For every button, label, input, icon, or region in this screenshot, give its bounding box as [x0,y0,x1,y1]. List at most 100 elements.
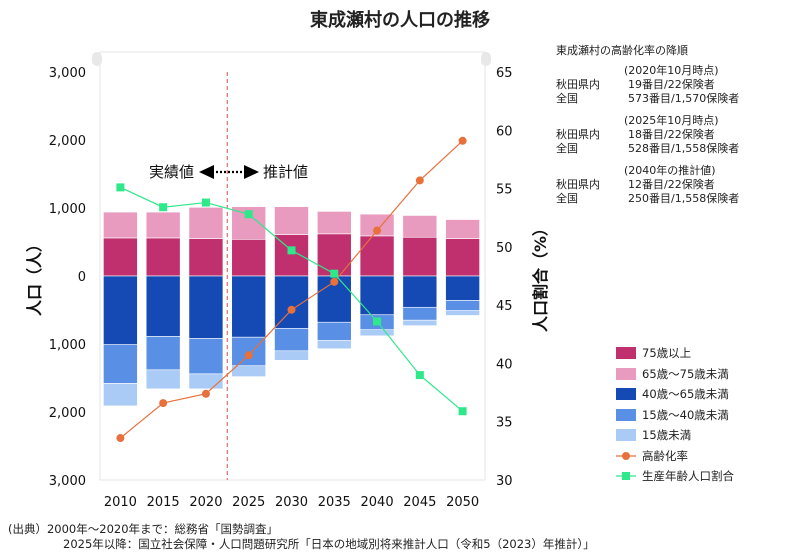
bar-age15to40-2030 [274,328,309,352]
point-aging_rate-2015 [159,399,168,408]
x-tick-label: 2015 [147,495,180,510]
point-working_age_rate-2045 [415,371,424,380]
y2-tick-label: 40 [496,357,513,372]
legend-swatch [616,367,636,380]
bar-age75plus-2045 [402,236,438,277]
source-line-1: (出典）2000年～2020年まで：総務省「国勢調査」 [8,522,279,536]
legend-swatch [616,408,636,421]
x-tick-label: 2045 [403,495,436,510]
bar-age15to40-2020 [188,338,224,375]
x-tick-label: 2050 [446,495,479,510]
x-tick-label: 2040 [361,495,394,510]
bar-age15to40-2010 [103,344,138,384]
y2-axis-label: 人口割合（%） [531,220,550,332]
ranking-period-label: (2020年10月時点) [624,64,719,77]
ranking-scope-label: 秋田県内 [556,128,600,141]
point-working_age_rate-2030 [287,246,296,255]
bar-age75plus-2020 [188,238,224,277]
bar-age65to75-2030 [274,206,309,235]
y-tick-label: 2,000 [49,406,86,421]
y-tick-label: 0 [78,270,86,285]
legend: 75歳以上 65歳～75歳未満 40歳～65歳未満 15歳～40歳未満 15歳未満高齢化… [616,343,734,487]
right-scroll-handle[interactable] [481,52,491,66]
bar-age40to65-2025 [231,275,267,338]
x-tick-label: 2020 [189,495,222,510]
bar-age65to75-2040 [359,213,395,237]
legend-item-age75plus[interactable]: 75歳以上 [616,343,734,364]
y-tick-label: 3,000 [49,474,86,489]
point-aging_rate-2045 [415,176,424,185]
legend-item-aging_rate[interactable]: 高齢化率 [616,446,734,467]
ranking-value: 19番目/22保険者 [628,78,715,91]
legend-item-age40to65[interactable]: 40歳～65歳未満 [616,384,734,405]
ranking-scope-label: 秋田県内 [556,78,600,91]
ranking-value: 18番目/22保険者 [628,128,715,141]
ranking-value: 12番目/22保険者 [628,178,715,191]
legend-item-age15to40[interactable]: 15歳～40歳未満 [616,405,734,426]
arrow-right-icon [244,165,259,179]
bar-age75plus-2040 [359,235,395,277]
y2-tick-label: 55 [496,183,513,198]
bar-age75plus-2015 [145,237,181,277]
ranking-value: 573番目/1,570保険者 [628,92,740,105]
point-aging_rate-2025 [244,351,253,360]
legend-label: 高齢化率 [642,448,688,463]
point-aging_rate-2010 [116,434,125,443]
y2-tick-label: 50 [496,241,513,256]
arrow-left-icon [199,165,214,179]
y-tick-label: 1,000 [49,338,86,353]
y2-tick-label: 35 [496,416,513,431]
legend-line-marker [616,451,636,460]
point-aging_rate-2030 [287,305,296,314]
legend-label: 15歳未満 [642,428,692,443]
bar-age0to15-2040 [359,329,395,337]
legend-label: 65歳～75歳未満 [642,366,729,381]
left-scroll-handle[interactable] [92,52,102,66]
ranking-scope-label: 全国 [556,192,578,205]
point-aging_rate-2040 [373,226,382,235]
legend-swatch [616,347,636,360]
point-aging_rate-2050 [458,136,467,145]
ranking-scope-label: 全国 [556,142,578,155]
bar-age40to65-2050 [445,275,480,301]
source-line-2: 2025年以降：国立社会保障・人口問題研究所「日本の地域別将来推計人口（令和5（… [63,537,595,551]
chart-title: 東成瀬村の人口の推移 [310,10,490,31]
point-working_age_rate-2035 [330,269,339,278]
point-working_age_rate-2040 [373,317,382,326]
bar-age65to75-2020 [188,207,224,239]
legend-item-age65to75[interactable]: 65歳～75歳未満 [616,364,734,385]
x-tick-label: 2030 [275,495,308,510]
bar-age40to65-2020 [188,275,224,339]
ranking-value: 528番目/1,558保険者 [628,142,740,155]
bar-age75plus-2050 [445,238,480,277]
bar-age75plus-2025 [231,238,267,277]
x-tick-label: 2035 [318,495,351,510]
bar-age65to75-2010 [103,211,138,239]
legend-label: 40歳～65歳未満 [642,387,729,402]
x-tick-label: 2025 [232,495,265,510]
bar-age15to40-2035 [316,321,352,341]
bar-age15to40-2050 [445,300,480,311]
point-working_age_rate-2050 [458,407,467,416]
bar-age40to65-2045 [402,275,438,308]
point-working_age_rate-2015 [159,203,168,212]
bar-age65to75-2015 [145,211,181,239]
legend-line-marker [616,472,636,481]
legend-swatch [616,388,636,401]
ranking-period-label: (2025年10月時点) [624,114,719,127]
bar-age0to15-2015 [145,369,181,390]
point-aging_rate-2020 [201,389,210,398]
bar-age15to40-2045 [402,306,438,321]
bar-age65to75-2050 [445,219,480,239]
y-tick-label: 2,000 [49,134,86,149]
legend-item-working_age_rate[interactable]: 生産年齢人口割合 [616,466,734,487]
legend-item-age0to15[interactable]: 15歳未満 [616,425,734,446]
ranking-period-label: (2040年の推計値) [624,164,716,177]
bar-age0to15-2025 [231,365,267,377]
point-aging_rate-2035 [330,277,339,286]
legend-label: 15歳～40歳未満 [642,407,729,422]
annotation-projection: 推計値 [263,163,308,181]
y2-tick-label: 30 [496,474,513,489]
bar-age0to15-2030 [274,350,309,361]
